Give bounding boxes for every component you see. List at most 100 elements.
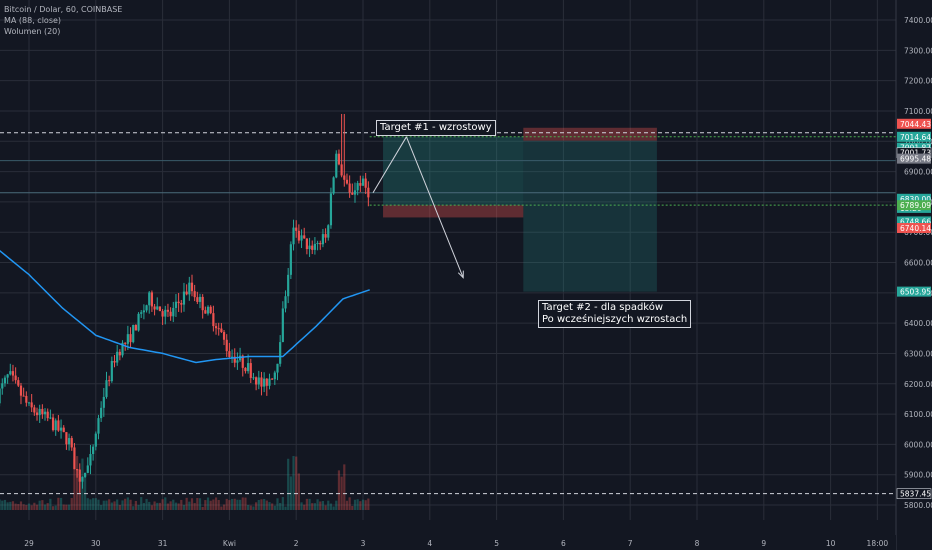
candle-body — [265, 378, 268, 386]
price-tag — [897, 153, 931, 164]
volume-bar — [38, 500, 41, 510]
candle-body — [75, 469, 79, 471]
short-target-zone — [523, 140, 657, 292]
candle-body — [33, 407, 36, 413]
volume-bar — [166, 503, 170, 510]
legend-ma[interactable]: MA (88, close) — [4, 16, 62, 25]
candle-body — [222, 332, 226, 340]
price-axis[interactable]: 7400.007300.007200.007100.007000.006900.… — [895, 0, 932, 550]
candle-body — [289, 244, 292, 275]
volume-bar — [33, 502, 36, 510]
volume-bar — [233, 498, 236, 510]
volume-bar — [129, 499, 132, 510]
candle-body — [225, 339, 228, 352]
candle-body — [367, 187, 370, 198]
candle-body — [25, 395, 28, 403]
volume-bar — [271, 503, 274, 510]
volume-bar — [303, 504, 306, 510]
candle-body — [303, 235, 306, 239]
volume-bar — [319, 501, 322, 510]
candle-body — [276, 363, 279, 373]
candle-body — [284, 296, 287, 309]
legend-volume[interactable]: Wolumen (20) — [4, 27, 61, 36]
candle-body — [228, 351, 231, 357]
volume-bar — [65, 504, 68, 510]
volume-bar — [25, 505, 28, 510]
volume-bar — [73, 458, 76, 510]
candle-body — [190, 282, 194, 292]
volume-bar — [265, 500, 268, 510]
candle-body — [230, 356, 234, 358]
volume-bars — [0, 456, 370, 510]
price-tick-label: 6400.00 — [904, 319, 932, 328]
candle-body — [177, 301, 180, 304]
volume-bar — [204, 500, 207, 510]
volume-bar — [279, 502, 282, 510]
candle-body — [132, 324, 135, 343]
candle-body — [108, 380, 111, 382]
candle-body — [287, 274, 290, 297]
volume-bar — [49, 498, 52, 510]
time-axis[interactable]: 29 30 31 Kwi 2 3 4 5 6 7 8 9 10 18:00 — [0, 535, 896, 550]
candle-body — [185, 291, 188, 295]
candle-body — [43, 411, 47, 415]
candle-body — [188, 282, 191, 295]
volume-bar — [196, 498, 199, 510]
time-tick-label: Kwi — [223, 539, 236, 548]
volume-bar — [121, 500, 124, 510]
target-2-label[interactable]: Target #2 - dla spadków Po wcześniejszyc… — [538, 300, 692, 328]
volume-bar — [337, 470, 341, 510]
volume-bar — [54, 505, 57, 510]
volume-bar — [228, 500, 231, 510]
volume-bar — [217, 499, 220, 510]
ma-line — [0, 250, 370, 364]
volume-bar — [281, 497, 284, 510]
volume-bar — [367, 498, 370, 510]
volume-bar — [161, 499, 164, 510]
price-tick-label: 5900.00 — [904, 471, 932, 480]
price-tick-label: 5800.00 — [904, 501, 932, 510]
price-tag-label: 6748.66 — [900, 217, 931, 226]
volume-bar — [222, 504, 226, 510]
candle-body — [94, 433, 97, 447]
volume-bar — [249, 505, 252, 510]
candle-body — [116, 351, 119, 363]
volume-bar — [247, 505, 250, 510]
volume-bar — [118, 504, 121, 510]
candle-body — [73, 447, 76, 470]
price-tag-label: 6740.14 — [900, 224, 931, 233]
candle-body — [260, 377, 263, 387]
price-tag-label: 7001.73 — [900, 149, 931, 158]
candle-body — [308, 245, 311, 250]
volume-bar — [287, 458, 290, 510]
volume-bar — [329, 503, 333, 510]
legend-symbol[interactable]: Bitcoin / Dolar, 60, COINBASE — [4, 5, 123, 14]
candle-body — [113, 360, 116, 363]
price-tag — [897, 131, 931, 142]
candle-body — [247, 363, 250, 372]
arrow-head — [457, 270, 464, 279]
target-1-label[interactable]: Target #1 - wzrostowy — [376, 120, 496, 136]
candle-body — [198, 296, 202, 302]
candle-body — [129, 334, 132, 343]
volume-bar — [35, 504, 39, 510]
candle-body — [292, 227, 295, 245]
candle-body — [78, 469, 81, 482]
volume-bar — [174, 502, 178, 510]
volume-bar — [59, 497, 63, 510]
volume-bar — [46, 503, 49, 510]
volume-bar — [124, 498, 127, 510]
time-tick-label: 31 — [158, 539, 168, 548]
candle-body — [150, 292, 154, 307]
candle-body — [137, 313, 140, 331]
candle-body — [182, 291, 186, 305]
volume-bar — [110, 502, 113, 510]
candle-body — [166, 309, 170, 312]
candle-body — [332, 177, 335, 194]
candle-body — [9, 371, 12, 375]
volume-bar — [311, 503, 314, 510]
volume-bar — [348, 497, 351, 510]
volume-bar — [148, 501, 151, 510]
